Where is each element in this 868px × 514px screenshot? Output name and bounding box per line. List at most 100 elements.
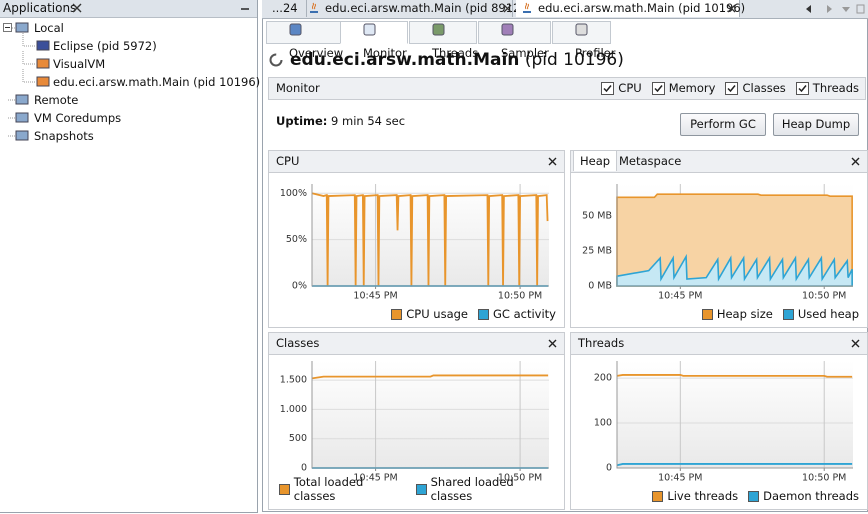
icon-shape — [15, 112, 29, 123]
close-shape — [851, 157, 860, 166]
box — [725, 81, 739, 95]
legend-swatch — [701, 308, 713, 320]
panel-tab[interactable]: Metaspace — [619, 154, 682, 168]
close-icon[interactable] — [72, 3, 82, 13]
tree-node[interactable]: Local — [34, 21, 64, 35]
icon-shape — [363, 23, 376, 36]
axis — [311, 184, 549, 287]
tab-icon — [575, 23, 588, 36]
checkbox-box — [725, 81, 739, 95]
icon-shape — [432, 23, 445, 36]
checkbox-box — [601, 81, 615, 95]
legend-label: Daemon threads — [763, 489, 859, 503]
legend-label: Live threads — [667, 489, 739, 503]
icon-shape — [15, 94, 29, 105]
java-icon — [310, 2, 318, 13]
node-icon — [36, 58, 50, 69]
y-tick-label: 1.500 — [280, 375, 307, 386]
y-tick-label: 0% — [292, 281, 307, 292]
tree-node[interactable]: Eclipse (pid 5972) — [53, 39, 157, 53]
area-series — [616, 253, 853, 287]
tree-node[interactable]: Snapshots — [34, 129, 94, 143]
checkmark — [798, 84, 807, 92]
chart-panel: CPU 0% 50% 100% 10:45 PM 10:50 PM CPU usage GC … — [268, 150, 565, 328]
box — [651, 81, 665, 95]
checkbox[interactable]: Memory — [651, 81, 716, 95]
close-icon[interactable] — [851, 339, 860, 348]
checkbox-label: Memory — [668, 81, 716, 95]
checkbox[interactable]: CPU — [601, 81, 642, 95]
tab-label: edu.eci.arsw.math.Main (pid 8912) — [325, 1, 525, 15]
icon-shape — [36, 40, 50, 51]
box — [601, 81, 615, 95]
legend: Total loaded classes Shared loaded classe… — [269, 475, 556, 503]
line-series — [616, 463, 853, 467]
heap-dump-button[interactable]: Heap Dump — [773, 113, 859, 136]
y-tick-label: 0 MB — [588, 281, 612, 292]
legend-swatch — [782, 308, 794, 320]
node-icon — [15, 94, 29, 105]
legend-swatch — [391, 308, 403, 320]
tab[interactable]: ...24 — [268, 0, 307, 17]
y-tick-label: 50 MB — [582, 211, 612, 222]
close-icon[interactable] — [727, 4, 736, 13]
checkbox[interactable]: Classes — [725, 81, 786, 95]
icon-shape — [15, 22, 29, 33]
y-tick-label: 50% — [286, 234, 307, 245]
checkbox-box — [651, 81, 665, 95]
tree-node[interactable]: VM Coredumps — [34, 111, 122, 125]
panel-title: Threads — [578, 336, 625, 350]
axis — [311, 361, 549, 469]
y-tick-label: 0 — [301, 463, 307, 474]
close-icon[interactable] — [851, 157, 860, 166]
uptime: Uptime: 9 min 54 sec — [276, 114, 405, 128]
chart-panel: Classes 0 500 1.000 1.500 10:45 PM 10:50 PM Tot… — [268, 332, 565, 510]
chart: 0 100 200 10:45 PM 10:50 PM — [594, 361, 853, 484]
tree-node[interactable]: VisualVM — [53, 57, 106, 71]
view-tab[interactable]: Threads — [409, 21, 478, 60]
chart-panel: Heap Metaspace 0 MB 25 MB 50 MB 10:45 PM 10:50… — [570, 150, 868, 328]
perform-gc-button[interactable]: Perform GC — [680, 113, 766, 136]
panel-header: CPU — [269, 151, 564, 173]
panel-title: Applications — [3, 1, 77, 15]
tree-line — [22, 69, 36, 83]
checkboxes: CPU Memory Classes Threads — [591, 81, 859, 95]
legend-swatch — [279, 483, 290, 495]
checkmark — [603, 84, 612, 92]
checkmark — [727, 84, 737, 92]
editor-tabs: ...24 edu.eci.arsw.math.Main (pid 8912) … — [262, 0, 868, 19]
view-tab-selected[interactable]: Monitor — [340, 21, 408, 60]
minimize-icon[interactable] — [240, 3, 250, 13]
tab-nav-icons[interactable] — [802, 2, 866, 16]
close-icon[interactable] — [548, 157, 557, 166]
plot-area — [617, 361, 853, 468]
tree-node[interactable]: Remote — [34, 93, 79, 107]
tab-selected[interactable]: edu.eci.arsw.math.Main (pid 10196) — [516, 0, 745, 17]
checkbox-label: CPU — [618, 81, 642, 95]
chart-panel: Threads 0 100 200 10:45 PM 10:50 PM Live threa… — [570, 332, 868, 510]
icon-shape — [289, 23, 302, 36]
chart: 0 500 1.000 1.500 10:45 PM 10:50 PM — [280, 361, 549, 484]
close-icon[interactable] — [548, 339, 557, 348]
tree-line — [22, 51, 36, 65]
line-series — [311, 192, 549, 287]
view-tab[interactable]: Profiler — [552, 21, 616, 60]
view-tab[interactable]: Sampler — [478, 21, 551, 60]
tab[interactable]: edu.eci.arsw.math.Main (pid 8912) — [303, 0, 525, 17]
panel-title: Classes — [276, 336, 320, 350]
close-icon[interactable] — [503, 4, 512, 13]
panel-tab-selected[interactable]: Heap — [573, 151, 618, 171]
legend-swatch — [415, 483, 427, 495]
box — [795, 81, 809, 95]
legend-swatch — [478, 308, 489, 320]
panel-header: Heap Metaspace — [571, 151, 867, 173]
checkbox[interactable]: Threads — [795, 81, 859, 95]
app-tree: Local Eclipse (pid 5972) VisualVM edu.eci.a… — [0, 18, 261, 218]
x-tick-label: 10:50 PM — [802, 291, 846, 302]
x-tick-label: 10:45 PM — [658, 291, 702, 302]
view-tab[interactable]: Overview — [266, 21, 343, 60]
node-icon — [15, 22, 29, 33]
panel-title: CPU — [276, 154, 300, 168]
tree-node[interactable]: edu.eci.arsw.math.Main (pid 10196) — [53, 75, 261, 89]
x-tick-label: 10:50 PM — [802, 473, 846, 484]
